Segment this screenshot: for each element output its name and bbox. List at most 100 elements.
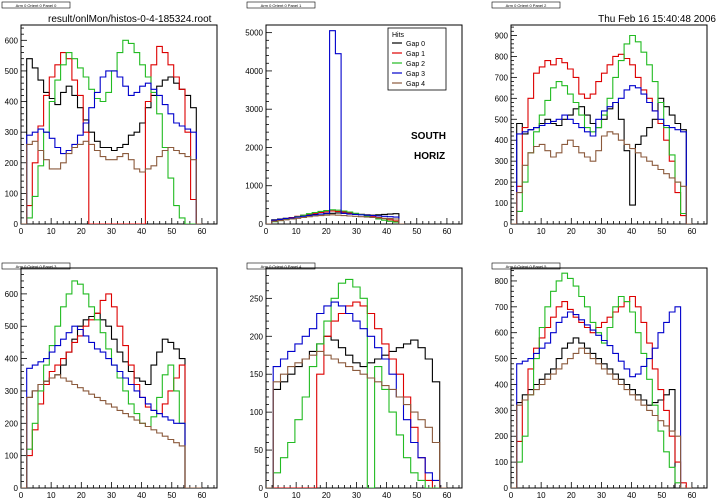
x-tick-label: 60	[442, 227, 451, 236]
y-tick-label: 600	[495, 94, 509, 103]
series-gap-1	[266, 301, 447, 488]
y-tick-label: 100	[495, 199, 509, 208]
y-tick-label: 200	[495, 432, 509, 441]
series-gap-2	[511, 272, 692, 488]
x-tick-label: 0	[19, 227, 24, 236]
x-tick-label: 40	[137, 491, 146, 498]
y-tick-label: 150	[250, 370, 264, 379]
x-tick-label: 30	[597, 491, 606, 498]
plot-frame	[20, 24, 218, 225]
histogram-panel-2: Arm 0 Orient 0 Panel 20 10 20 30 40 50 6001002…	[491, 1, 708, 236]
y-tick-label: 400	[5, 98, 19, 107]
x-tick-label: 40	[137, 227, 146, 236]
series-gap-4	[511, 131, 692, 224]
series-gap-2	[21, 280, 202, 488]
series-gap-1	[511, 53, 692, 224]
panel-title-box	[246, 262, 316, 270]
y-tick-label: 0	[14, 484, 19, 493]
x-tick-label: 50	[167, 227, 176, 236]
y-tick-label: 200	[495, 178, 509, 187]
annotation-horiz: HORIZ	[414, 151, 445, 162]
series-gap-3	[266, 301, 447, 488]
panel-title-box	[1, 262, 71, 270]
series-gap-3	[511, 85, 692, 224]
panel-title: Arm 0 Orient 0 Panel 5	[506, 264, 547, 269]
series-gap-4	[266, 350, 447, 488]
y-tick-label: 1000	[245, 182, 263, 191]
legend-title: Hits	[392, 32, 405, 39]
series-gap-3	[21, 70, 202, 224]
y-tick-label: 200	[5, 159, 19, 168]
histogram-panel-5: Arm 0 Orient 0 Panel 50 10 20 30 40 50 6001002…	[491, 262, 708, 498]
series-gap-1	[511, 295, 692, 488]
x-tick-label: 30	[597, 227, 606, 236]
y-tick-label: 100	[5, 189, 19, 198]
x-tick-label: 30	[107, 227, 116, 236]
x-tick-label: 20	[567, 491, 576, 498]
x-tick-label: 60	[687, 227, 696, 236]
x-tick-label: 40	[627, 491, 636, 498]
panel-title-box	[491, 262, 561, 270]
series-gap-0	[266, 335, 447, 488]
legend-entry: Gap 1	[406, 51, 425, 58]
series-gap-4	[21, 374, 202, 488]
y-tick-label: 600	[495, 329, 509, 338]
y-tick-label: 500	[495, 115, 509, 124]
y-tick-label: 0	[259, 220, 264, 229]
histogram-panel-0: Arm 0 Orient 0 Panel 00 10 20 30 40 50 6001002…	[1, 1, 218, 236]
x-tick-label: 50	[657, 227, 666, 236]
x-tick-label: 60	[197, 227, 206, 236]
x-tick-label: 60	[197, 491, 206, 498]
histogram-panel-4: Arm 0 Orient 0 Panel 4 0 10 20 30 40 50 60 0 50 10…	[246, 262, 463, 498]
y-tick-label: 600	[5, 36, 19, 45]
y-tick-label: 400	[495, 380, 509, 389]
x-tick-label: 20	[322, 491, 331, 498]
series-gap-3	[511, 306, 692, 488]
y-tick-label: 50	[254, 446, 263, 455]
y-tick-label: 500	[5, 67, 19, 76]
plot-frame	[265, 267, 463, 489]
series-gap-3	[266, 30, 405, 224]
y-tick-label: 0	[259, 484, 264, 493]
histogram-panel-1: Arm 0 Orient 0 Panel 1 0 10 20 30 40 50 60 0 1000…	[245, 1, 463, 236]
y-tick-label: 500	[5, 322, 19, 331]
series-gap-4	[266, 214, 405, 224]
x-tick-label: 0	[264, 491, 269, 498]
y-tick-label: 100	[495, 458, 509, 467]
panel-title: Arm 0 Orient 0 Panel 1	[261, 3, 302, 8]
y-tick-label: 800	[495, 52, 509, 61]
panel-title-box	[491, 1, 561, 9]
legend-entry: Gap 0	[406, 41, 425, 48]
y-tick-label: 400	[5, 355, 19, 364]
x-tick-label: 10	[292, 491, 301, 498]
y-tick-label: 600	[5, 290, 19, 299]
x-tick-label: 50	[412, 227, 421, 236]
x-tick-label: 10	[537, 491, 546, 498]
x-tick-label: 50	[167, 491, 176, 498]
panel-title-box	[246, 1, 316, 9]
x-tick-label: 10	[47, 227, 56, 236]
plot-frame	[510, 24, 708, 225]
x-tick-label: 10	[537, 227, 546, 236]
y-tick-label: 700	[495, 73, 509, 82]
x-tick-label: 30	[352, 491, 361, 498]
y-tick-label: 0	[14, 220, 19, 229]
annotation-south: SOUTH	[411, 131, 446, 142]
histogram-panels: Arm 0 Orient 0 Panel 00 10 20 30 40 50 6001002…	[1, 1, 708, 498]
x-tick-label: 40	[382, 491, 391, 498]
y-tick-label: 800	[495, 277, 509, 286]
series-gap-1	[21, 45, 202, 224]
x-tick-label: 20	[77, 491, 86, 498]
series-gap-0	[511, 337, 692, 488]
x-tick-label: 40	[382, 227, 391, 236]
y-tick-label: 300	[495, 157, 509, 166]
x-tick-label: 50	[657, 491, 666, 498]
file-path-label: result/onlMon/histos-0-4-185324.root	[48, 14, 212, 25]
panel-title: Arm 0 Orient 0 Panel 4	[261, 264, 302, 269]
series-gap-4	[511, 347, 692, 488]
y-tick-label: 5000	[245, 29, 263, 38]
series-gap-2	[266, 278, 447, 488]
plot-frame	[510, 267, 708, 489]
y-tick-label: 250	[250, 294, 264, 303]
